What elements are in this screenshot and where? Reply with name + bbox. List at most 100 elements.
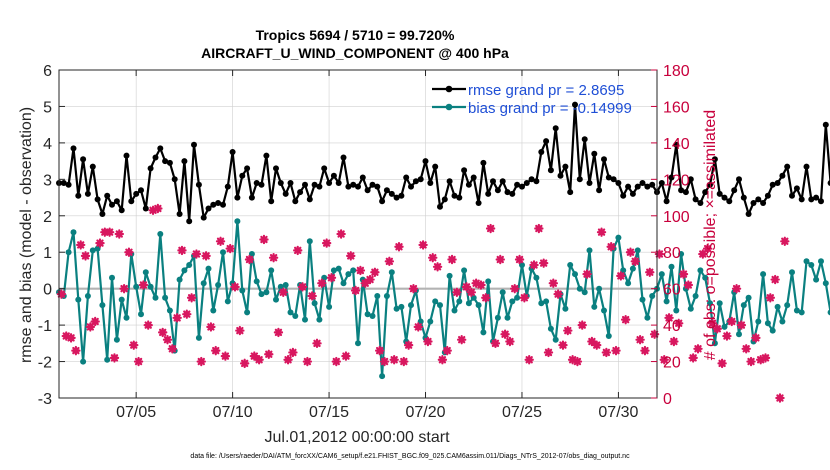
bias-point: [446, 272, 453, 279]
bias-point: [383, 293, 390, 299]
rmse-point: [470, 174, 477, 181]
rmse-point: [528, 176, 535, 183]
obs-point: [273, 327, 284, 338]
bias-point: [601, 307, 607, 314]
bias-point: [109, 274, 115, 281]
rmse-point: [234, 194, 241, 201]
bias-point: [822, 280, 829, 287]
obs-point: [596, 227, 607, 237]
rmse-point: [822, 121, 829, 128]
obs-point: [669, 336, 679, 347]
obs-point: [394, 242, 404, 252]
obs-point: [341, 351, 351, 361]
rmse-point: [716, 190, 723, 197]
rmse-point: [576, 176, 583, 183]
rmse-point: [485, 190, 492, 197]
obs-point: [731, 283, 742, 294]
rmse-point: [465, 181, 472, 188]
rmse-point: [388, 190, 395, 197]
chart-title: Tropics 5694 / 5710 = 99.720%: [256, 27, 455, 43]
rmse-point: [499, 178, 506, 185]
bias-point: [138, 311, 144, 318]
obs-point: [312, 338, 322, 349]
bias-point: [253, 278, 260, 285]
obs-point: [538, 258, 549, 268]
obs-point: [707, 318, 718, 328]
obs-point: [408, 283, 419, 294]
obs-point: [635, 334, 645, 345]
rmse-point: [379, 198, 386, 205]
obs-point: [592, 340, 602, 350]
obs-point: [490, 338, 501, 349]
obs-point: [495, 254, 505, 265]
rmse-point: [210, 201, 217, 208]
rmse-series: [56, 101, 830, 225]
rmse-point: [533, 178, 540, 185]
bias-point: [562, 305, 569, 312]
obs-point: [85, 322, 96, 332]
rmse-point: [760, 200, 767, 206]
rmse-point: [784, 163, 791, 170]
y-tick-label: 0: [43, 282, 52, 299]
bias-point: [432, 298, 439, 305]
rmse-point: [297, 189, 304, 196]
rmse-point: [774, 180, 781, 186]
obs-point: [365, 274, 375, 285]
rmse-point: [142, 205, 149, 212]
rmse-point: [427, 180, 434, 186]
rmse-point: [277, 180, 284, 186]
rmse-point: [104, 192, 111, 199]
rmse-point: [451, 192, 458, 199]
obs-point: [297, 282, 308, 292]
rmse-point: [697, 200, 704, 206]
bias-point: [147, 283, 154, 290]
rmse-point: [306, 196, 313, 203]
rmse-point: [70, 145, 77, 152]
obs-point: [485, 223, 496, 234]
obs-point: [476, 280, 486, 290]
right-y-tick-label: 20: [663, 355, 681, 372]
rmse-point: [176, 211, 183, 217]
obs-point: [755, 355, 766, 365]
bias-point: [263, 289, 270, 296]
bias-point: [625, 280, 632, 287]
rmse-point: [562, 163, 569, 170]
rmse-point: [779, 172, 786, 179]
rmse-point: [408, 183, 414, 190]
rmse-point: [113, 198, 120, 205]
obs-point: [268, 252, 279, 263]
rmse-point: [480, 159, 487, 166]
obs-point: [317, 278, 327, 288]
obs-point: [529, 260, 539, 270]
obs-point: [543, 347, 554, 358]
rmse-point: [215, 200, 222, 206]
rmse-point: [282, 190, 289, 197]
obs-point: [403, 340, 414, 350]
bias-point: [195, 334, 202, 341]
rmse-point: [658, 180, 665, 186]
obs-point: [375, 345, 385, 356]
obs-point: [712, 324, 722, 334]
bias-point: [205, 265, 212, 272]
obs-point: [727, 316, 737, 327]
bias-point: [668, 263, 675, 270]
obs-point: [616, 271, 626, 281]
obs-point: [182, 309, 192, 319]
bias-point: [764, 320, 771, 327]
rmse-point: [147, 165, 154, 172]
bias-point: [311, 300, 318, 307]
obs-point: [379, 356, 390, 367]
bias-point: [258, 291, 265, 298]
y-tick-label: 2: [43, 209, 52, 226]
obs-point: [350, 285, 361, 296]
rmse-point: [369, 181, 376, 188]
bias-point: [808, 262, 815, 268]
bias-point: [644, 314, 651, 321]
bias-point: [755, 318, 762, 325]
rmse-point: [186, 218, 193, 225]
obs-point: [76, 240, 86, 250]
rmse-point: [557, 172, 564, 179]
obs-point: [95, 238, 105, 248]
rmse-point: [84, 190, 91, 197]
bias-point: [745, 294, 752, 301]
